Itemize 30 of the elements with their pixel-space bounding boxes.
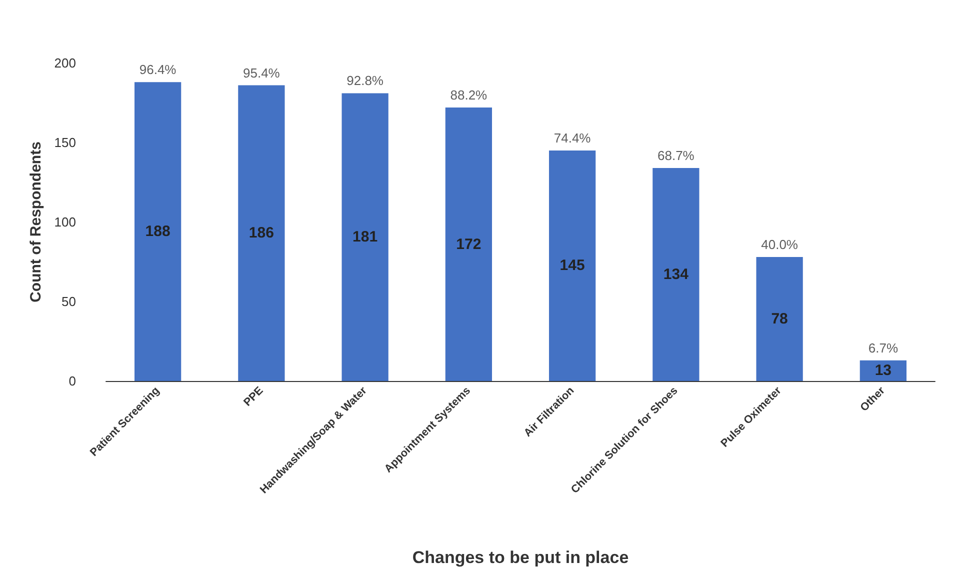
bar [445,108,492,381]
x-axis-title: Changes to be put in place [412,548,629,567]
data-label: 145 [560,257,585,274]
data-label: 172 [456,236,482,253]
annotation: 95.4% [243,65,280,80]
bar [342,93,388,381]
y-tick-label: 0 [68,374,76,388]
data-label: 78 [771,310,788,328]
bar [238,85,285,381]
y-tick-label: 150 [54,135,76,150]
y-tick-label: 100 [54,214,76,230]
annotation: 92.8% [346,73,384,88]
annotation: 88.2% [450,88,488,103]
data-label: 134 [663,266,690,283]
annotation: 96.4% [139,62,177,78]
y-tick-label: 50 [62,294,76,309]
y-tick-label: 200 [54,56,76,70]
bar [134,82,182,381]
bar [548,150,596,381]
data-label: 181 [352,228,378,246]
annotation: 74.4% [554,130,592,146]
bar [756,256,803,381]
bar [652,168,700,381]
annotation: 6.7% [868,340,898,356]
y-axis-title: Count of Respondents [27,142,44,302]
data-label: 13 [874,362,892,380]
data-label: 188 [145,223,170,240]
annotation: 68.7% [658,148,695,163]
annotation: 40.0% [761,236,798,252]
data-label: 186 [248,224,274,242]
